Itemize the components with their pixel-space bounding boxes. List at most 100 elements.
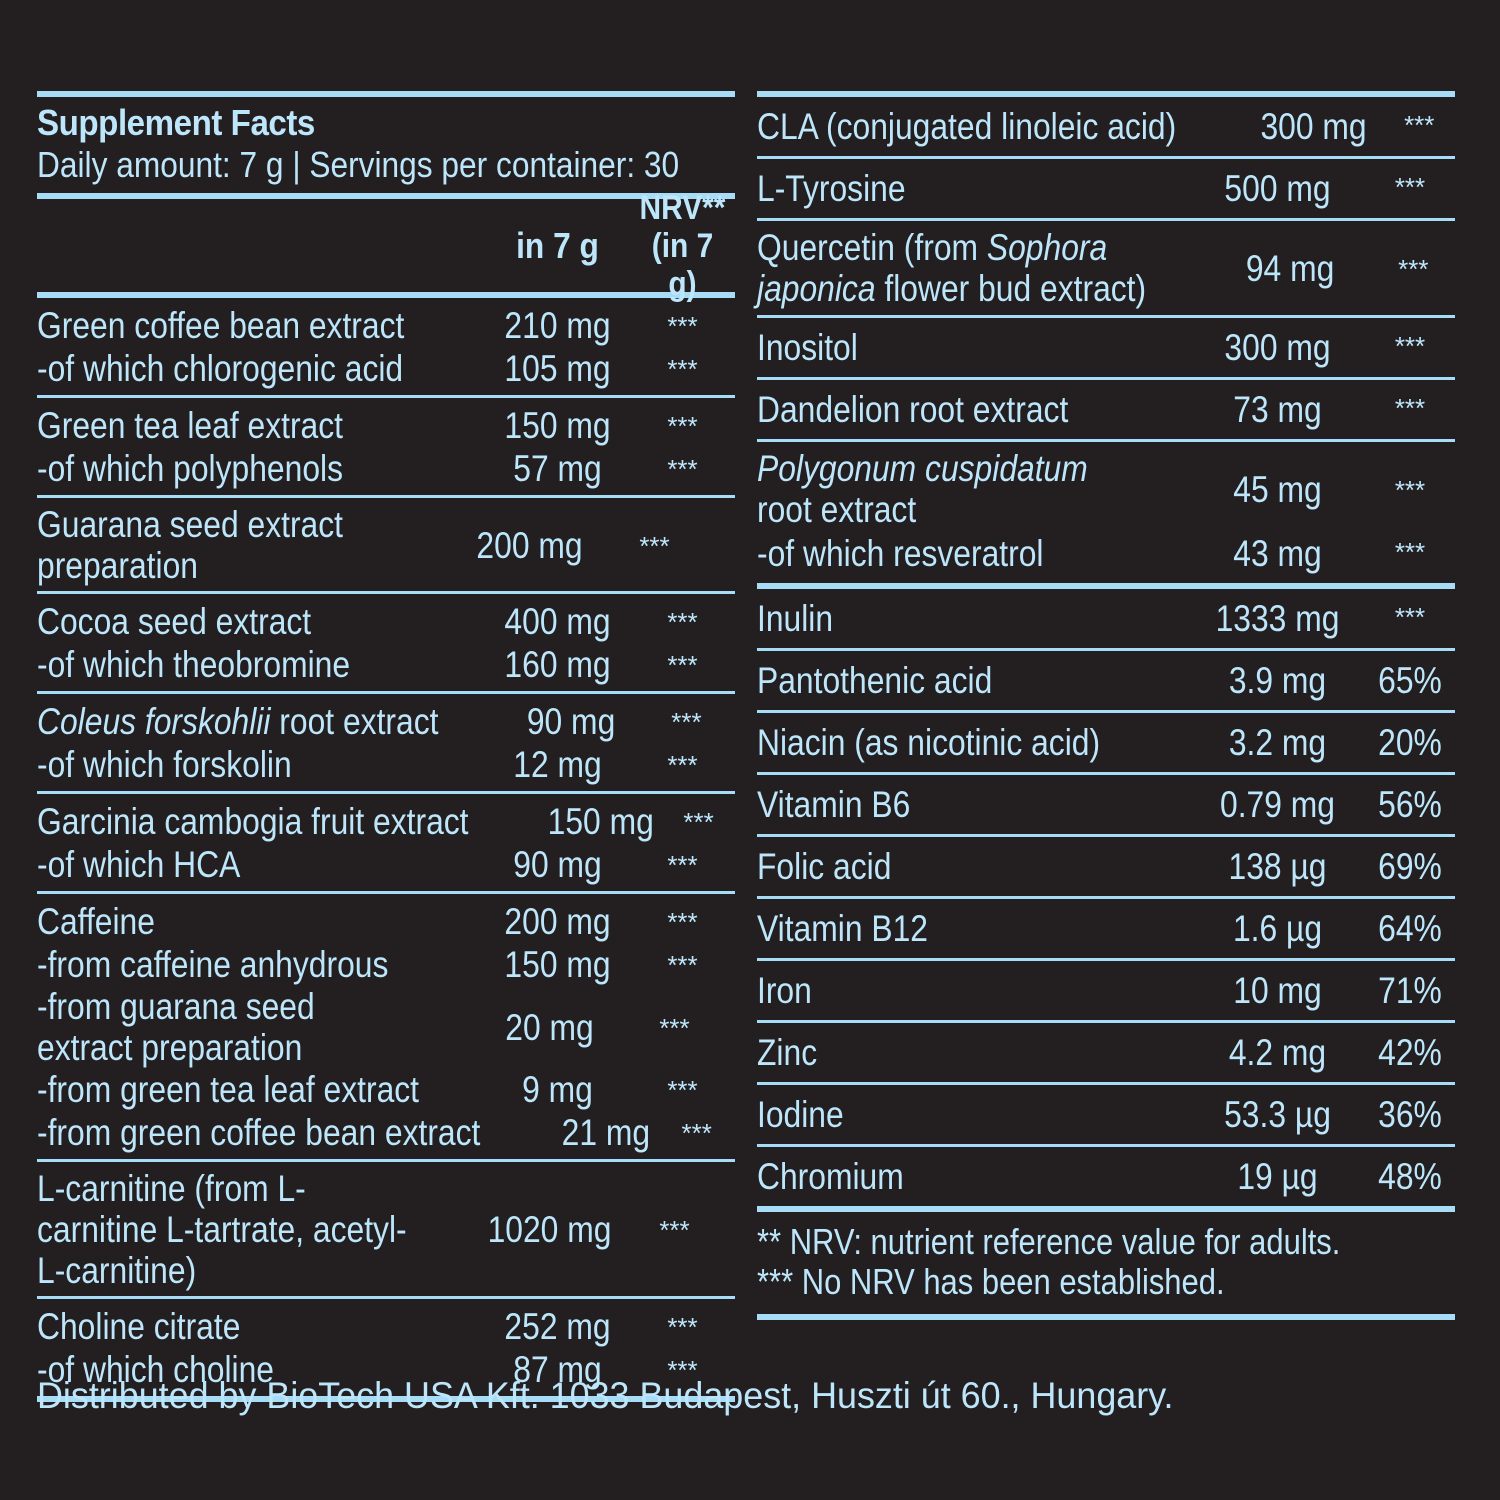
ingredient-row: Iron 10 mg 71%: [757, 970, 1442, 1011]
ingredient-row: L-carnitine (from L-carnitine L-tartrate…: [37, 1168, 690, 1291]
ingredient-row: -of which forskolin 12 mg ***: [37, 744, 698, 785]
row-divider: [757, 1020, 1455, 1023]
supplement-facts-left-column: Supplement Facts Daily amount: 7 g | Ser…: [37, 91, 735, 1402]
vitamin-row-group: Vitamin B12 1.6 µg 64%: [757, 899, 1455, 958]
supplement-facts-right-column: CLA (conjugated linoleic acid) 300 mg **…: [757, 91, 1455, 1320]
amount-column-header: in 7 g: [516, 224, 599, 266]
row-divider: [757, 710, 1455, 713]
row-divider: [37, 591, 735, 594]
ingredient-group: Green coffee bean extract 210 mg *** -of…: [37, 298, 735, 395]
vitamin-row-group: Niacin (as nicotinic acid) 3.2 mg 20%: [757, 713, 1455, 772]
facts-title: Supplement Facts: [37, 102, 315, 143]
row-divider: [757, 1082, 1455, 1085]
ingredient-row: Quercetin (from Sophora japonica flower …: [757, 227, 1429, 309]
ingredient-row: -of which choline 87 mg ***: [37, 1349, 698, 1390]
ingredient-row: -of which HCA 90 mg ***: [37, 844, 698, 885]
ingredient-group: Guarana seed extract preparation 200 mg …: [37, 498, 735, 591]
ingredient-group: Green tea leaf extract 150 mg *** -of wh…: [37, 398, 735, 495]
top-rule: [37, 91, 735, 97]
vitamin-row-group: Zinc 4.2 mg 42%: [757, 1023, 1455, 1082]
ingredient-group: Cocoa seed extract 400 mg *** -of which …: [37, 594, 735, 691]
ingredient-row: Inositol 300 mg ***: [757, 327, 1426, 368]
row-divider: [757, 218, 1455, 221]
nrv-footnote: ** NRV: nutrient reference value for adu…: [757, 1221, 1341, 1262]
ingredient-group: L-Tyrosine 500 mg ***: [757, 159, 1455, 218]
distributor-text: Distributed by BioTech USA Kft. 1033 Bud…: [37, 1375, 1174, 1416]
footnotes: ** NRV: nutrient reference value for adu…: [757, 1212, 1455, 1314]
row-divider: [757, 315, 1455, 318]
ingredient-row: Coleus forskohlii root extract 90 mg ***: [37, 701, 702, 742]
ingredient-row: Pantothenic acid 3.9 mg 65%: [757, 660, 1442, 701]
row-divider: [37, 1159, 735, 1162]
ingredient-group: Garcinia cambogia fruit extract 150 mg *…: [37, 794, 735, 891]
column-header-row: in 7 g NRV** (in 7 g): [37, 189, 735, 303]
footnote-rule: [757, 1206, 1455, 1212]
facts-subtitle: Daily amount: 7 g | Servings per contain…: [37, 144, 680, 185]
row-divider: [37, 691, 735, 694]
row-divider: [37, 891, 735, 894]
top-rule: [757, 91, 1455, 97]
ingredient-group: Caffeine 200 mg *** -from caffeine anhyd…: [37, 894, 735, 1159]
ingredient-row: Choline citrate 252 mg ***: [37, 1306, 698, 1347]
row-divider: [37, 791, 735, 794]
ingredient-row: -from caffeine anhydrous 150 mg ***: [37, 944, 698, 985]
ingredient-row: Zinc 4.2 mg 42%: [757, 1032, 1442, 1073]
ingredient-row: Garcinia cambogia fruit extract 150 mg *…: [37, 801, 714, 842]
vitamin-row-group: Iodine 53.3 µg 36%: [757, 1085, 1455, 1144]
facts-header: Supplement Facts Daily amount: 7 g | Ser…: [37, 97, 735, 193]
vitamin-row-group: Chromium 19 µg 48%: [757, 1147, 1455, 1206]
row-divider: [37, 395, 735, 398]
ingredient-group: Coleus forskohlii root extract 90 mg ***…: [37, 694, 735, 791]
row-divider: [757, 772, 1455, 775]
ingredient-row: Green tea leaf extract 150 mg ***: [37, 405, 698, 446]
ingredient-row: Iodine 53.3 µg 36%: [757, 1094, 1442, 1135]
ingredient-row: Niacin (as nicotinic acid) 3.2 mg 20%: [757, 722, 1442, 763]
ingredient-group: Quercetin (from Sophora japonica flower …: [757, 221, 1455, 315]
ingredient-group: Choline citrate 252 mg *** -of which cho…: [37, 1299, 735, 1396]
row-divider: [757, 958, 1455, 961]
row-divider: [757, 648, 1455, 651]
ingredient-row: -from green tea leaf extract 9 mg ***: [37, 1069, 698, 1110]
vitamin-row-group: Vitamin B6 0.79 mg 56%: [757, 775, 1455, 834]
ingredient-row: Chromium 19 µg 48%: [757, 1156, 1442, 1197]
nrv-column-header: NRV** (in 7 g): [639, 188, 726, 303]
ingredient-row: Green coffee bean extract 210 mg ***: [37, 305, 698, 346]
ingredient-row: L-Tyrosine 500 mg ***: [757, 168, 1426, 209]
no-nrv-footnote: *** No NRV has been established.: [757, 1261, 1225, 1302]
ingredient-group: Inulin 1333 mg ***: [757, 589, 1455, 648]
ingredient-row: -of which polyphenols 57 mg ***: [37, 448, 698, 489]
ingredient-row: Caffeine 200 mg ***: [37, 901, 698, 942]
ingredient-row: -of which theobromine 160 mg ***: [37, 644, 698, 685]
row-divider: [757, 1144, 1455, 1147]
vitamin-row-group: Pantothenic acid 3.9 mg 65%: [757, 651, 1455, 710]
bottom-rule: [757, 1314, 1455, 1320]
ingredient-row: -from green coffee bean extract 21 mg **…: [37, 1112, 712, 1153]
column-header-rule: [37, 292, 735, 298]
ingredient-row: Guarana seed extract preparation 200 mg …: [37, 504, 670, 586]
row-divider: [757, 439, 1455, 442]
section-rule: [757, 583, 1455, 589]
ingredient-group: Inositol 300 mg ***: [757, 318, 1455, 377]
vitamin-row-group: Iron 10 mg 71%: [757, 961, 1455, 1020]
ingredient-group: CLA (conjugated linoleic acid) 300 mg **…: [757, 97, 1455, 156]
ingredient-row: Vitamin B12 1.6 µg 64%: [757, 908, 1442, 949]
ingredient-row: Polygonum cuspidatum root extract 45 mg …: [757, 448, 1426, 530]
ingredient-row: Dandelion root extract 73 mg ***: [757, 389, 1426, 430]
bottom-rule: [37, 1396, 735, 1402]
ingredient-row: Inulin 1333 mg ***: [757, 598, 1426, 639]
ingredient-group: Polygonum cuspidatum root extract 45 mg …: [757, 442, 1455, 583]
ingredient-row: Vitamin B6 0.79 mg 56%: [757, 784, 1442, 825]
header-rule: [37, 193, 735, 199]
row-divider: [37, 1296, 735, 1299]
ingredient-row: Cocoa seed extract 400 mg ***: [37, 601, 698, 642]
row-divider: [757, 896, 1455, 899]
ingredient-group: L-carnitine (from L-carnitine L-tartrate…: [37, 1162, 735, 1296]
vitamin-row-group: Folic acid 138 µg 69%: [757, 837, 1455, 896]
ingredient-group: Dandelion root extract 73 mg ***: [757, 380, 1455, 439]
ingredient-row: CLA (conjugated linoleic acid) 300 mg **…: [757, 106, 1435, 147]
row-divider: [757, 156, 1455, 159]
ingredient-row: Folic acid 138 µg 69%: [757, 846, 1442, 887]
ingredient-row: -from guarana seed extract preparation 2…: [37, 986, 690, 1068]
ingredient-row: -of which resveratrol 43 mg ***: [757, 533, 1426, 574]
row-divider: [757, 834, 1455, 837]
